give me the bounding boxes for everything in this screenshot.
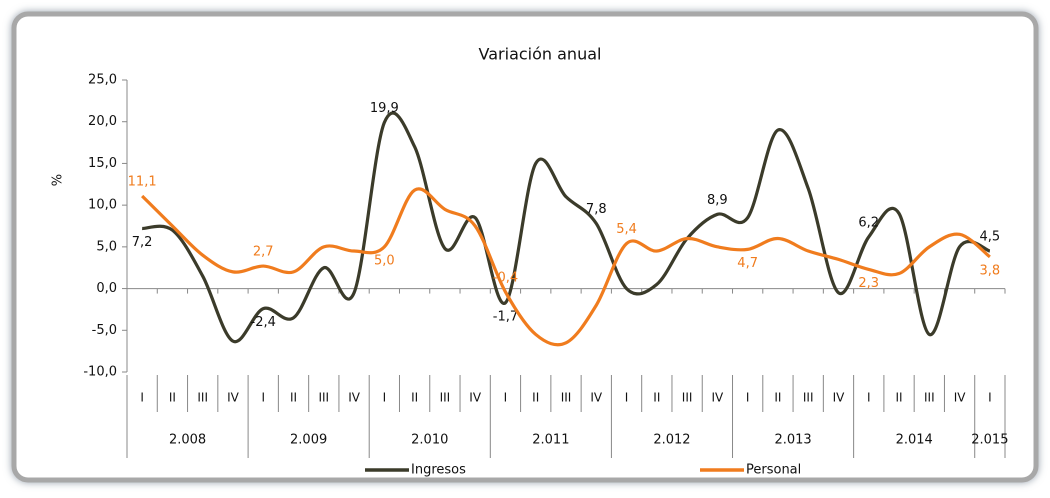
data-label: -0,4 [493,270,518,285]
chart-frame [11,11,1039,483]
x-tick-label: IV [590,391,603,405]
y-tick-label: -5,0 [92,323,117,338]
y-tick-label: 15,0 [88,156,117,171]
group-label: 2.015 [971,433,1008,448]
legend-label: Ingresos [411,463,466,478]
data-label: 11,1 [128,174,157,189]
data-label: 7,2 [132,235,153,250]
x-tick-label: IV [712,391,725,405]
x-tick-label: III [924,391,935,405]
data-label: 6,2 [858,215,879,230]
x-tick-label: II [774,391,781,405]
group-label: 2.011 [532,433,569,448]
x-tick-label: III [803,391,814,405]
x-tick-label: III [197,391,208,405]
data-label: 5,4 [616,222,637,237]
x-tick-label: III [318,391,329,405]
data-label: 4,7 [737,256,758,271]
x-tick-label: IV [227,391,240,405]
y-tick-label: 0,0 [96,281,117,296]
x-tick-label: I [746,391,750,405]
x-tick-label: IV [348,391,361,405]
x-tick-label: I [261,391,265,405]
y-tick-label: 25,0 [88,73,117,88]
x-tick-label: III [682,391,693,405]
data-label: 4,5 [980,230,1001,245]
chart-title: Variación anual [479,45,602,64]
x-tick-label: III [440,391,451,405]
x-tick-label: IV [469,391,482,405]
group-label: 2.009 [290,433,327,448]
x-tick-label: I [625,391,629,405]
x-tick-label: I [504,391,508,405]
x-tick-label: II [532,391,539,405]
x-tick-label: I [988,391,992,405]
x-tick-label: I [383,391,387,405]
x-tick-label: III [561,391,572,405]
data-label: 19,9 [370,101,399,116]
x-tick-label: IV [833,391,846,405]
line-series [141,187,991,347]
y-tick-label: 10,0 [88,198,117,213]
x-tick-label: II [895,391,902,405]
data-label: 2,7 [253,245,274,260]
data-label: -2,4 [251,315,276,330]
group-label: 2.008 [169,433,206,448]
x-tick-label: I [867,391,871,405]
y-axis-label: % [51,174,66,186]
x-tick-label: II [653,391,660,405]
data-label: 7,8 [586,202,607,217]
x-tick-label: I [140,391,144,405]
data-label: 5,0 [374,253,395,268]
x-tick-label: II [411,391,418,405]
x-tick-label: IV [954,391,967,405]
y-tick-label: 5,0 [96,239,117,254]
legend-label: Personal [746,463,801,478]
data-label: 8,9 [707,193,728,208]
group-label: 2.012 [653,433,690,448]
y-tick-label: -10,0 [83,365,117,380]
data-label: 3,8 [980,263,1001,278]
group-label: 2.013 [774,433,811,448]
y-tick-label: 20,0 [88,114,117,129]
x-tick-label: II [169,391,176,405]
data-label: -1,7 [493,309,518,324]
data-label: 2,3 [858,276,879,291]
line-series [142,111,991,344]
group-label: 2.014 [896,433,933,448]
group-label: 2.010 [411,433,448,448]
x-tick-label: II [290,391,297,405]
